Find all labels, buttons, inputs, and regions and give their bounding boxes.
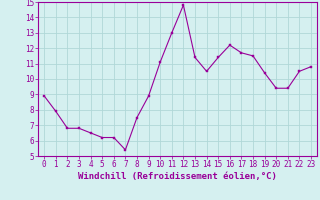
X-axis label: Windchill (Refroidissement éolien,°C): Windchill (Refroidissement éolien,°C) (78, 172, 277, 181)
